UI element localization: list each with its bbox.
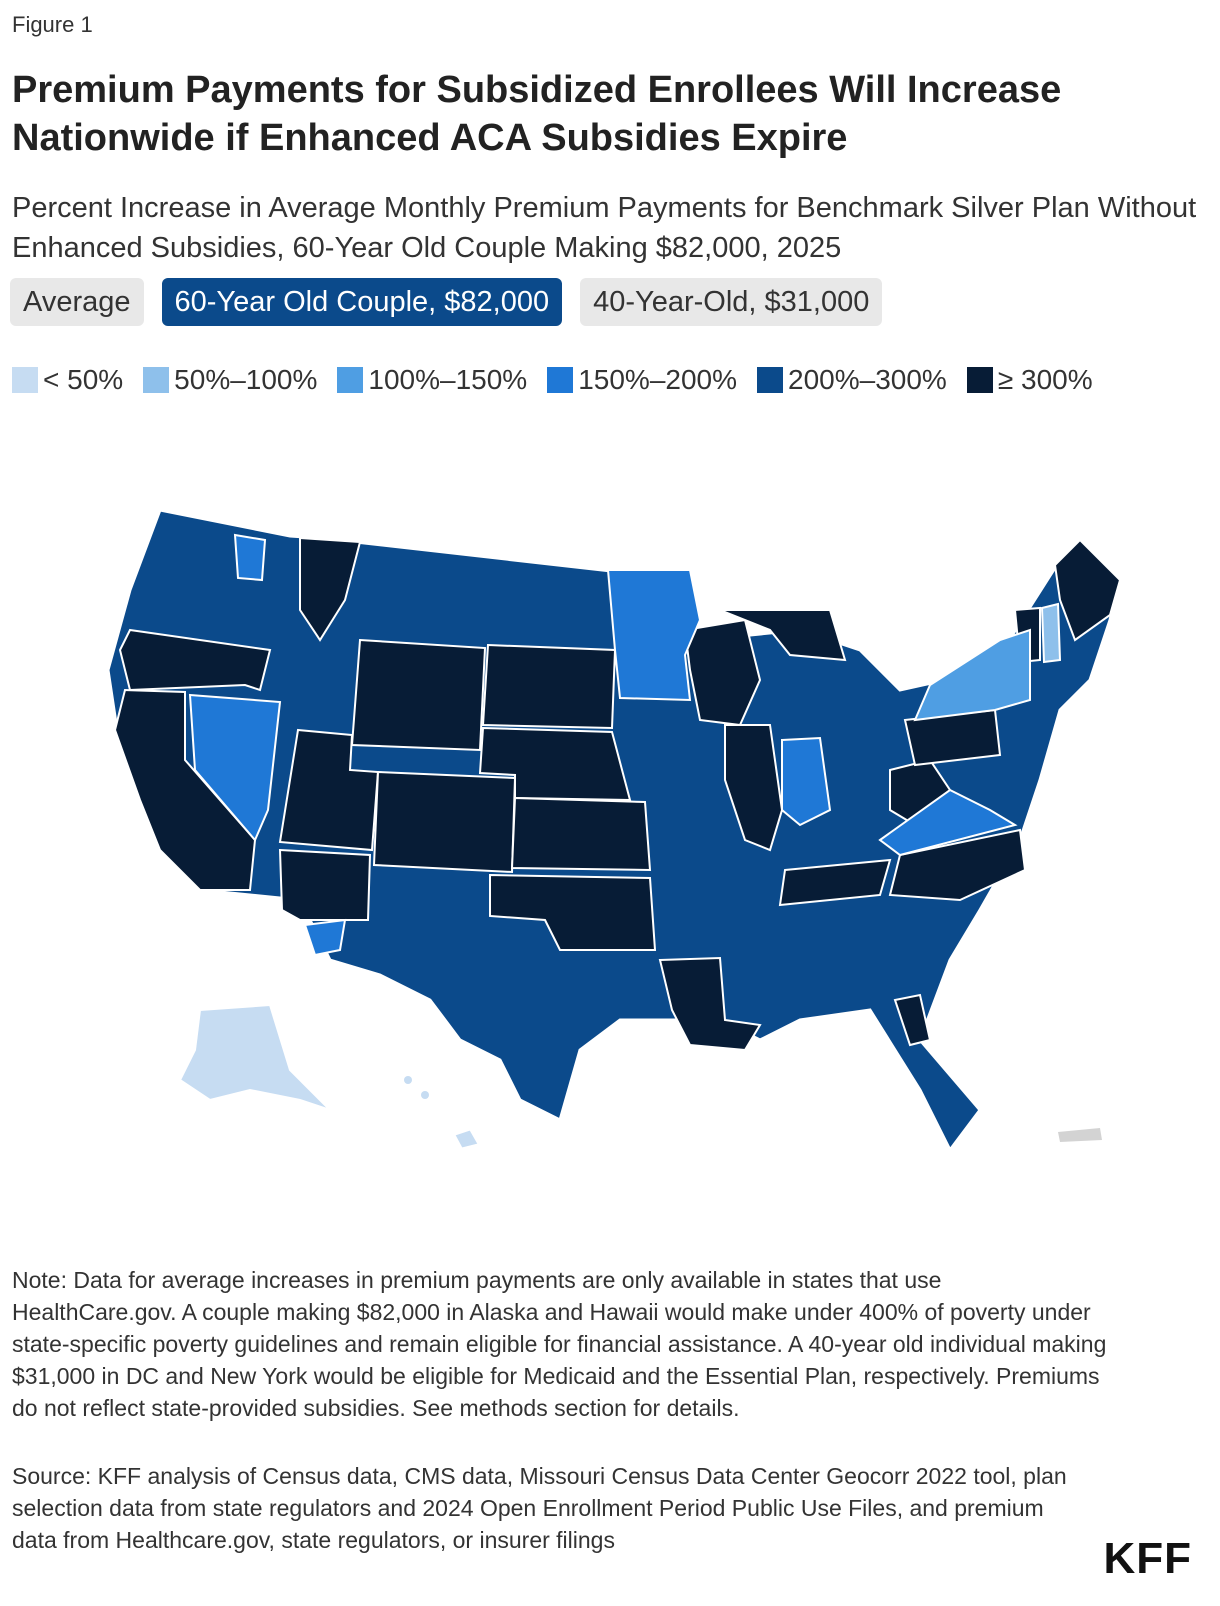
- legend-swatch: [547, 367, 574, 393]
- state-hawaii: [454, 1129, 479, 1149]
- legend-swatch: [966, 367, 993, 393]
- state-alaska: [178, 1003, 331, 1111]
- figure-label: Figure 1: [12, 12, 93, 37]
- state-washington-east: [233, 533, 267, 582]
- hawaii-island: [421, 1091, 429, 1099]
- tab-40-year-old[interactable]: 40-Year-Old, $31,000: [580, 278, 883, 326]
- state-montana: [299, 536, 362, 642]
- state-nevada: [188, 693, 282, 842]
- chart-subtitle: Percent Increase in Average Monthly Prem…: [12, 192, 1197, 264]
- legend-swatch: [12, 367, 38, 393]
- legend-item-150-200[interactable]: 150%–200%: [547, 362, 737, 398]
- state-colorado: [372, 770, 517, 874]
- state-maine: [1053, 538, 1122, 642]
- legend-item-300-plus[interactable]: ≥ 300%: [966, 362, 1093, 398]
- legend-item-100-150[interactable]: 100%–150%: [337, 362, 527, 398]
- legend-label: 50%–100%: [174, 364, 318, 395]
- chart-title: Premium Payments for Subsidized Enrollee…: [12, 69, 1062, 159]
- legend-label: 150%–200%: [578, 364, 738, 395]
- tab-60-year-old-couple[interactable]: 60-Year Old Couple, $82,000: [161, 278, 563, 326]
- state-florida-east: [893, 993, 932, 1047]
- state-south-dakota: [481, 643, 617, 730]
- map-legend: < 50% 50%–100% 100%–150% 150%–200% 200%–…: [12, 362, 1192, 398]
- state-new-hampshire: [1040, 602, 1062, 664]
- state-california: [113, 688, 257, 891]
- state-new-york: [913, 628, 1031, 722]
- state-north-carolina: [888, 828, 1027, 902]
- state-kansas: [510, 796, 652, 872]
- source-note: Source: KFF analysis of Census data, CMS…: [12, 1463, 1067, 1553]
- state-minnesota: [606, 569, 702, 702]
- view-tabs: Average 60-Year Old Couple, $82,000 40-Y…: [10, 278, 883, 326]
- state-virginia: [878, 788, 1018, 857]
- legend-item-under-50[interactable]: < 50%: [12, 362, 123, 398]
- state-wyoming: [350, 638, 487, 752]
- state-new-mexico: [278, 848, 372, 921]
- legend-label: < 50%: [43, 364, 124, 395]
- legend-swatch: [143, 367, 170, 393]
- state-oregon: [118, 628, 272, 692]
- legend-swatch: [757, 367, 784, 393]
- legend-label: 100%–150%: [368, 364, 528, 395]
- legend-item-50-100[interactable]: 50%–100%: [143, 362, 317, 398]
- state-indiana: [781, 736, 832, 827]
- legend-label: 200%–300%: [788, 364, 947, 395]
- legend-label: ≥ 300%: [997, 364, 1093, 395]
- legend-swatch: [337, 367, 364, 393]
- tab-average[interactable]: Average: [10, 278, 144, 326]
- state-louisiana: [658, 956, 762, 1052]
- footnote: Note: Data for average increases in prem…: [12, 1267, 1107, 1421]
- kff-logo: KFF: [1103, 1534, 1192, 1583]
- state-illinois: [724, 724, 784, 852]
- state-tennessee: [778, 858, 892, 907]
- territory-puerto-rico: [1058, 1128, 1102, 1142]
- legend-item-200-300[interactable]: 200%–300%: [757, 362, 947, 398]
- hawaii-island: [404, 1076, 412, 1084]
- state-michigan: [719, 609, 847, 662]
- us-choropleth-map: [106, 508, 1122, 1153]
- state-oklahoma: [489, 873, 657, 951]
- state-arizona-west: [303, 918, 347, 957]
